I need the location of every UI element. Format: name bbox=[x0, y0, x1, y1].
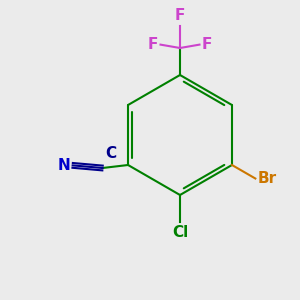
Text: F: F bbox=[175, 8, 185, 22]
Text: F: F bbox=[202, 37, 212, 52]
Text: N: N bbox=[58, 158, 70, 173]
Text: F: F bbox=[148, 37, 158, 52]
Text: Br: Br bbox=[258, 171, 277, 186]
Text: C: C bbox=[106, 146, 117, 161]
Text: Cl: Cl bbox=[172, 225, 188, 240]
